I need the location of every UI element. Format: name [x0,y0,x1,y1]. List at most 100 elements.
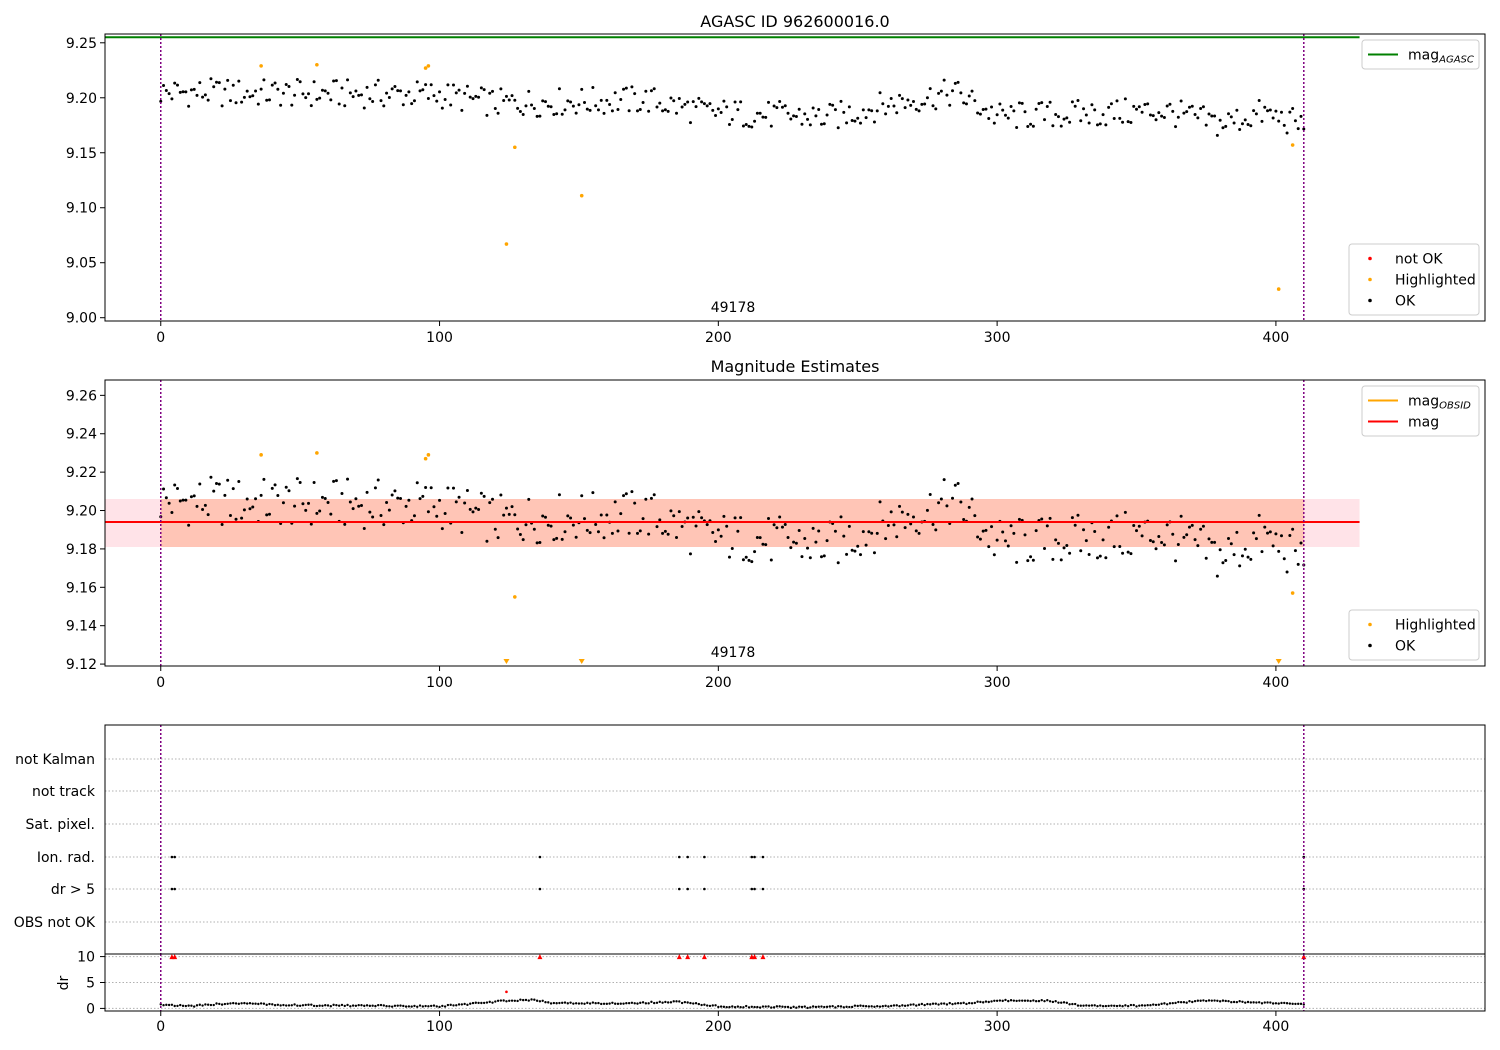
ok-point [479,86,483,90]
ok-point [1187,105,1191,109]
dr-point [1079,1004,1082,1007]
ok-point [209,77,213,81]
dr-point [619,1002,622,1005]
ok-point [290,103,294,107]
ok-point [1254,537,1258,541]
ok-point [797,107,801,111]
ok-point [951,496,955,500]
ok-point [594,104,598,108]
dr-point [312,1004,316,1008]
ok-point [1235,530,1239,534]
ok-point [1095,556,1099,560]
ok-point [616,108,620,112]
y-tick-label: 9.05 [66,256,97,272]
ok-point [778,515,782,519]
ok-point [923,102,927,106]
ok-point [424,83,428,87]
ok-point [449,103,453,107]
dr-point [909,1003,912,1006]
dr-point [301,1004,305,1007]
ok-point [1104,123,1108,127]
dr-point [761,1005,765,1008]
ok-point [1009,524,1013,528]
dr-point [268,1002,271,1006]
ok-point [622,494,626,498]
ok-point [293,93,297,97]
ok-point [1160,114,1164,118]
panel-flags: not Kalman not track Sat. pixel. Ion. rad. d… [14,724,1486,955]
dr-point [725,1006,728,1009]
dr-point [257,1002,260,1006]
dr-point [850,1005,854,1009]
ok-point [407,90,411,94]
ok-point [281,91,285,95]
ok-point [680,105,684,109]
dr-point [639,1001,642,1005]
dr-point [965,1002,968,1006]
dr-point [973,1001,977,1005]
ok-point [245,89,249,93]
ok-point [164,88,168,92]
dr-point [181,1004,185,1008]
ok-point [917,531,921,535]
dr-point [508,999,511,1002]
y-tick-label: 9.22 [66,465,97,481]
ok-point [242,508,246,512]
ok-point [549,524,553,528]
dr-point [201,1004,204,1007]
ok-point [990,105,994,109]
ok-point [1109,102,1113,106]
ok-point [513,513,517,517]
ok-point [1165,523,1169,527]
dr-point [1199,999,1202,1002]
ok-point [415,80,419,84]
ok-point [390,87,394,91]
ok-point [329,98,333,102]
ok-point [610,109,614,113]
ok-point [1199,527,1203,531]
flag-row-label: not Kalman [15,752,95,768]
dr-point [705,1004,709,1007]
dr-clipped-marker [701,954,707,960]
legend-dot-swatch [1368,643,1372,648]
ok-point [468,507,472,511]
dr-point [382,1004,385,1007]
ok-point [928,87,932,91]
ok-point [970,497,974,501]
ok-point [237,79,241,83]
ok-point [563,108,567,112]
flag-point [753,855,756,859]
dr-point [524,998,528,1002]
dr-point [814,1005,818,1009]
dr-point [1004,998,1007,1002]
ok-point [1040,517,1044,521]
ok-point [440,527,444,531]
dr-point [981,1001,985,1004]
dr-point [245,1002,249,1005]
ok-point [1107,105,1111,109]
ok-point [769,558,773,562]
dr-point [276,1003,280,1006]
ok-point [256,102,260,106]
dr-point [753,1005,756,1009]
ok-point [822,122,826,126]
dr-point [1174,1001,1177,1005]
ok-point [496,111,500,115]
ok-point [301,502,305,506]
ok-point [312,80,316,84]
x-tick-label: 0 [156,675,165,691]
ok-point [619,512,623,516]
dr-point [1029,999,1032,1003]
y-tick-label: 9.25 [66,36,97,52]
ok-point [806,546,810,550]
ok-point [722,99,726,103]
dr-point [1032,999,1035,1002]
ok-point [716,528,720,532]
ok-point [571,523,575,527]
flag-point [686,887,689,891]
ok-point [831,103,835,107]
ok-point [1051,124,1055,128]
ok-point [705,104,709,108]
ok-point [789,546,793,550]
ok-point [711,531,715,535]
